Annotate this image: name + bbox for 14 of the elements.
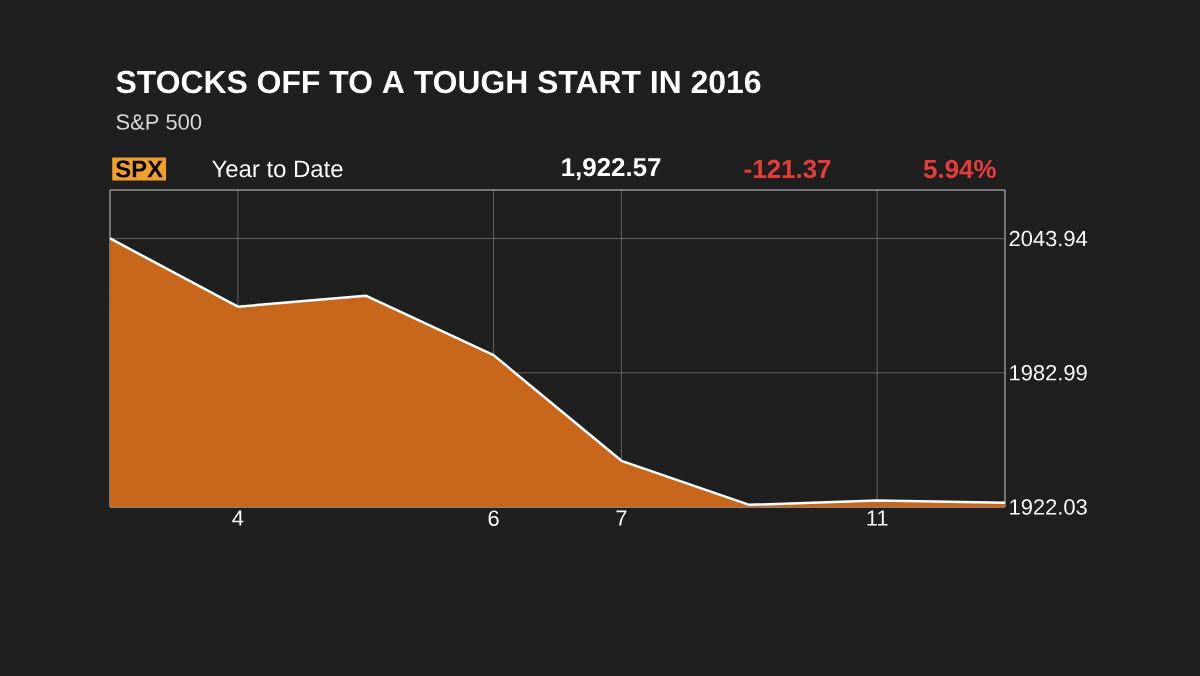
- text: -121.37: [744, 159, 831, 179]
- text: 1,922.57: [562, 157, 661, 181]
- x-tick-label: 6: [488, 510, 499, 527]
- chart-title: STOCKS OFF TO A TOUGH START IN 2016: [116, 70, 761, 94]
- y-tick-label: 1922.03: [1010, 499, 1087, 515]
- text: 5.94%: [923, 159, 996, 179]
- chart-subtitle: S&P 500: [116, 114, 202, 130]
- y-tick-label: 1982.99: [1010, 365, 1087, 381]
- y-tick-label: 2043.94: [1009, 230, 1088, 247]
- text: SPX: [115, 160, 163, 178]
- text: Year to Date: [212, 160, 343, 178]
- x-tick-label: 4: [232, 510, 244, 526]
- x-tick-label: 11: [867, 510, 888, 526]
- x-tick-label: 7: [616, 510, 627, 526]
